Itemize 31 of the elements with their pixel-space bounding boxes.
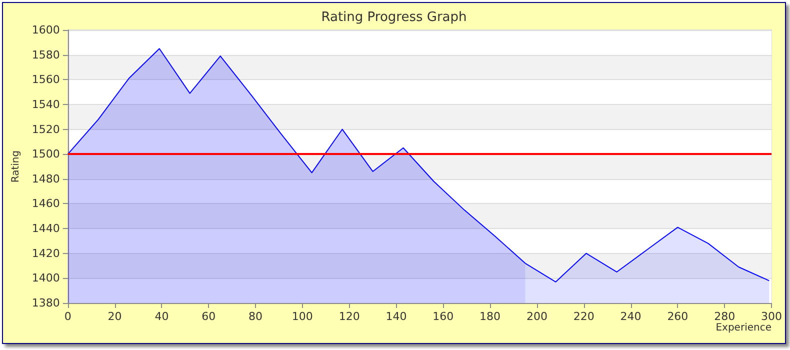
x-tick-label: 220 (573, 310, 594, 323)
x-tick-label: 80 (248, 310, 263, 323)
x-tick-label: 0 (64, 310, 72, 323)
y-tick-label: 1420 (32, 246, 60, 260)
x-tick-label: 20 (108, 310, 122, 323)
x-tick-label: 140 (386, 310, 407, 323)
x-tick-label: 100 (292, 310, 313, 323)
y-tick-label: 1540 (32, 98, 60, 111)
x-tick-label: 180 (480, 310, 501, 323)
x-tick-label: 280 (714, 310, 736, 323)
x-tick-label: 260 (667, 310, 688, 323)
x-tick-label: 200 (526, 310, 548, 323)
x-tick-label: 120 (338, 310, 360, 323)
y-tick-label: 1480 (32, 172, 60, 186)
x-axis-title: Experience (716, 322, 772, 334)
y-tick-label: 1460 (32, 197, 60, 210)
y-tick-label: 1600 (32, 24, 60, 36)
y-tick-label: 1560 (32, 73, 60, 86)
y-tick-label: 1440 (32, 222, 60, 236)
x-tick-label: 60 (202, 310, 216, 323)
x-tick-label: 160 (432, 310, 454, 323)
y-tick-label: 1580 (32, 48, 60, 62)
y-tick-label: 1400 (32, 272, 60, 285)
chart-title: Rating Progress Graph (321, 10, 467, 25)
y-tick-label: 1520 (32, 122, 60, 136)
x-tick-label: 240 (620, 310, 642, 323)
y-tick-label: 1500 (32, 148, 60, 161)
y-tick-label: 1380 (32, 296, 60, 310)
x-tick-label: 40 (154, 310, 169, 323)
x-tick-label: 300 (761, 310, 782, 323)
y-axis-title: Rating (10, 150, 22, 183)
